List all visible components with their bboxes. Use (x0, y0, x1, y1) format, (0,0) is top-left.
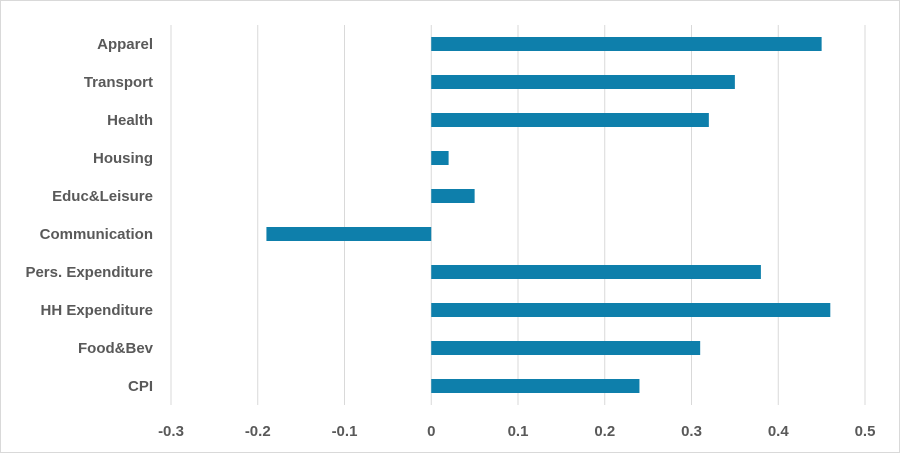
category-label: Apparel (97, 36, 153, 53)
x-tick-label: 0 (427, 423, 435, 440)
bar-housing (431, 151, 449, 165)
x-tick-label: 0.1 (508, 423, 529, 440)
bar-hh-expenditure (431, 303, 831, 317)
x-tick-label: -0.2 (245, 423, 271, 440)
x-tick-label: 0.2 (594, 423, 615, 440)
category-label: HH Expenditure (40, 302, 153, 319)
category-label: Communication (40, 226, 153, 243)
x-tick-label: -0.1 (332, 423, 358, 440)
bar-cpi (431, 379, 640, 393)
category-label: Pers. Expenditure (25, 264, 153, 281)
x-tick-label: -0.3 (158, 423, 184, 440)
bar-food-bev (431, 341, 701, 355)
bar-transport (431, 75, 735, 89)
category-label: Food&Bev (78, 340, 154, 357)
category-label: Housing (93, 150, 153, 167)
bar-communication (266, 227, 432, 241)
bar-apparel (431, 37, 822, 51)
bars (266, 37, 831, 393)
category-label: CPI (128, 378, 153, 395)
category-label: Educ&Leisure (52, 188, 153, 205)
x-axis-tick-labels: -0.3 -0.2 -0.1 0 0.1 0.2 0.3 0.4 0.5 (158, 423, 875, 440)
x-tick-label: 0.4 (768, 423, 790, 440)
category-labels: Apparel Transport Health Housing Educ&Leisur… (25, 36, 153, 395)
category-label: Health (107, 112, 153, 129)
x-tick-label: 0.5 (855, 423, 876, 440)
bar-educ-leisure (431, 189, 475, 203)
x-tick-label: 0.3 (681, 423, 702, 440)
bar-pers-expenditure (431, 265, 761, 279)
category-label: Transport (84, 74, 153, 91)
bar-health (431, 113, 709, 127)
